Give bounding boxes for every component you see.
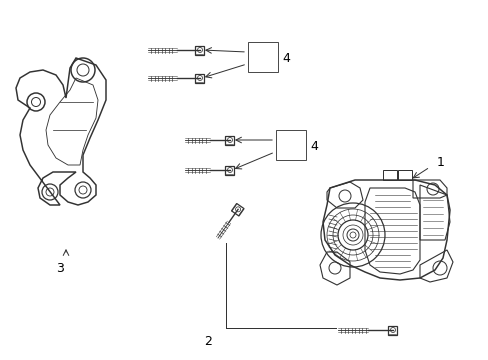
Text: 2: 2 (203, 335, 211, 348)
Text: 4: 4 (282, 51, 289, 64)
Bar (275, 130, 305, 160)
Text: 1: 1 (436, 156, 444, 168)
Text: 3: 3 (56, 262, 64, 275)
Text: 4: 4 (309, 139, 317, 153)
Bar (247, 42, 278, 72)
